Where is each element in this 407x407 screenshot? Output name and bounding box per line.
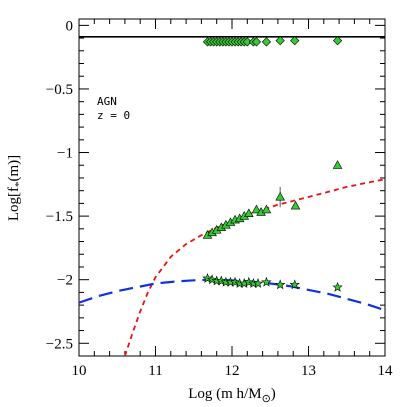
x-tick-label: 12: [225, 363, 240, 379]
y-tick-label: −2: [57, 273, 73, 289]
x-axis-title-main: Log (m h/M: [188, 386, 261, 402]
annotation-agn: AGN: [97, 95, 117, 108]
y-tick-label: −1: [57, 146, 73, 162]
axis-tick-labels: 10 11 12 13 14 0 −0.5 −1 −1.5 −2 −2.5: [46, 18, 393, 379]
x-tick-label: 10: [72, 363, 87, 379]
y-tick-label: −2.5: [46, 336, 73, 352]
x-tick-label: 11: [148, 363, 162, 379]
x-tick-label: 14: [378, 363, 394, 379]
y-tick-label: 0: [66, 18, 74, 34]
triangle-marker: [275, 191, 285, 201]
y-axis-title: Log[f*(m)]: [6, 155, 25, 221]
y-tick-label: −0.5: [46, 82, 73, 98]
triangle-marker: [332, 160, 343, 169]
y-axis-title-main: Log[f: [6, 187, 22, 221]
y-tick-label: −1.5: [46, 209, 73, 225]
triangle-marker: [261, 204, 272, 214]
model-curve-red: [124, 178, 385, 356]
x-tick-label: 13: [301, 363, 316, 379]
star-marker: [289, 279, 300, 290]
star-marker: [332, 281, 343, 292]
data-markers: [202, 35, 343, 292]
model-curves: [79, 178, 385, 356]
x-axis-title: Log (m h/M⊙): [188, 386, 276, 405]
axis-ticks: [78, 19, 386, 357]
star-marker: [275, 279, 286, 290]
diamond-marker: [275, 35, 285, 46]
diamond-marker: [251, 37, 262, 47]
triangle-marker: [251, 204, 262, 214]
y-axis-title-sub: *: [13, 182, 25, 188]
x-axis-title-close: ): [271, 386, 276, 402]
model-curve-blue: [79, 278, 385, 312]
star-marker: [252, 278, 264, 288]
annotation-redshift: z = 0: [97, 109, 130, 122]
diamond-marker: [290, 35, 300, 46]
diamond-marker: [332, 35, 343, 46]
y-axis-title-close: (m)]: [6, 155, 22, 182]
x-axis-title-sub: ⊙: [262, 393, 271, 405]
diamond-marker: [261, 37, 272, 47]
diamond-marker: [242, 37, 252, 47]
triangle-marker: [244, 208, 254, 218]
plot-frame: [78, 18, 386, 357]
triangle-marker: [290, 200, 301, 210]
star-marker: [261, 276, 272, 287]
